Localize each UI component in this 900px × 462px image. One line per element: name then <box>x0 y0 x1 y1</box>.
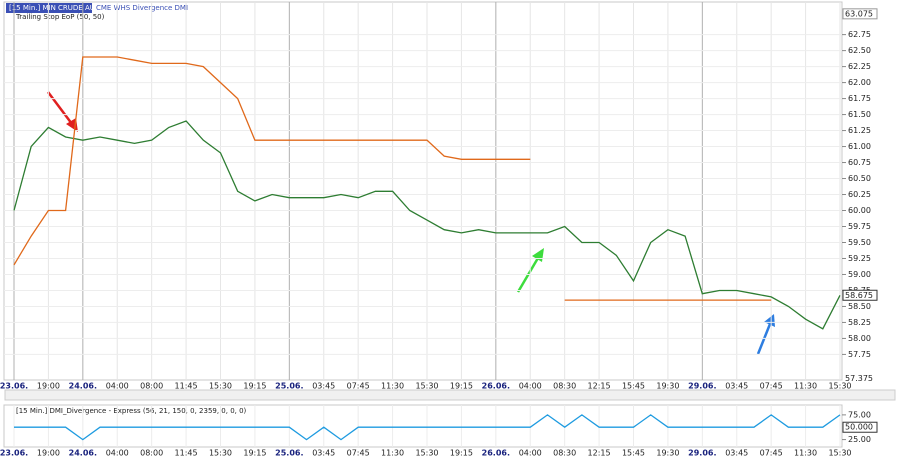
x-tick-label: 19:30 <box>656 449 679 458</box>
y-tick-label: 62.00 <box>848 78 871 87</box>
x-tick-label: 11:30 <box>381 382 404 391</box>
x-tick-label: 19:15 <box>450 449 473 458</box>
y-tick-label: 58.00 <box>848 334 871 343</box>
blue-arrow <box>756 314 775 355</box>
x-tick-label: 08:00 <box>140 382 163 391</box>
x-tick-label: 07:45 <box>760 449 783 458</box>
x-tick-label: 07:45 <box>760 382 783 391</box>
x-tick-label: 08:30 <box>553 449 576 458</box>
x-tick-label: 12:15 <box>588 449 611 458</box>
x-tick-label: 19:15 <box>450 382 473 391</box>
x-tick-label: 29.06. <box>688 382 716 391</box>
x-tick-label: 11:30 <box>381 449 404 458</box>
x-tick-label: 26.06. <box>482 382 510 391</box>
last-value-box <box>842 289 878 301</box>
last-value-box <box>842 421 878 433</box>
x-tick-label: 26.06. <box>482 449 510 458</box>
x-tick-label: 24.06. <box>69 382 97 391</box>
x-tick-label: 11:45 <box>175 449 198 458</box>
x-tick-label: 15:30 <box>209 382 232 391</box>
x-tick-label: 24.06. <box>69 449 97 458</box>
y-tick-label: 62.75 <box>848 30 871 39</box>
symbol-title: [15 Min.] MIN CRUDE AUG15 <box>9 4 109 12</box>
scrollbar[interactable] <box>4 389 896 401</box>
x-tick-label: 15:30 <box>828 382 851 391</box>
y-tick-label: 62.50 <box>848 46 871 55</box>
x-tick-label: 15:30 <box>209 449 232 458</box>
trailing-stop-title: Trailing Stop EoP (50, 50) <box>15 13 105 21</box>
y-tick-label: 75.00 <box>848 410 871 419</box>
x-tick-label: 11:45 <box>175 382 198 391</box>
x-tick-label: 25.06. <box>275 382 303 391</box>
y-tick-label: 58.50 <box>848 302 871 311</box>
x-tick-label: 15:45 <box>622 449 645 458</box>
y-tick-label: 61.25 <box>848 126 871 135</box>
main-panel <box>3 1 843 381</box>
x-tick-label: 29.06. <box>688 449 716 458</box>
x-tick-label: 25.06. <box>275 449 303 458</box>
indicator-panel <box>3 404 843 448</box>
y-tick-label: 57.75 <box>848 350 871 359</box>
y-tick-label: 25.00 <box>848 435 871 444</box>
indicator-title: [15 Min.] DMI_Divergence - Express (56, … <box>16 407 247 415</box>
x-tick-label: 04:00 <box>106 449 129 458</box>
series-line <box>13 120 841 330</box>
strategy-title: CME WHS Divergence DMI <box>96 4 188 12</box>
x-tick-label: 12:15 <box>588 382 611 391</box>
x-tick-label: 03:45 <box>725 449 748 458</box>
high-label-box <box>842 8 878 20</box>
x-tick-label: 04:00 <box>519 449 542 458</box>
x-tick-label: 03:45 <box>312 382 335 391</box>
x-tick-label: 03:45 <box>725 382 748 391</box>
x-tick-label: 04:00 <box>106 382 129 391</box>
y-tick-label: 59.75 <box>848 222 871 231</box>
y-tick-label: 58.25 <box>848 318 871 327</box>
series-line <box>13 56 772 301</box>
x-tick-label: 08:30 <box>553 382 576 391</box>
y-tick-label: 61.75 <box>848 94 871 103</box>
x-tick-label: 03:45 <box>312 449 335 458</box>
x-tick-label: 23.06. <box>0 382 28 391</box>
x-tick-label: 07:45 <box>347 449 370 458</box>
y-tick-label: 59.00 <box>848 270 871 279</box>
y-tick-label: 59.25 <box>848 254 871 263</box>
x-tick-label: 15:30 <box>828 449 851 458</box>
y-tick-label: 60.00 <box>848 206 871 215</box>
x-tick-label: 15:30 <box>415 449 438 458</box>
y-tick-label: 59.50 <box>848 238 871 247</box>
x-tick-label: 19:00 <box>37 382 60 391</box>
x-tick-label: 19:15 <box>243 382 266 391</box>
y-tick-label: 60.25 <box>848 190 871 199</box>
low-label: 57.375 <box>845 374 873 383</box>
x-tick-label: 04:00 <box>519 382 542 391</box>
y-tick-label: 61.50 <box>848 110 871 119</box>
x-tick-label: 11:30 <box>794 382 817 391</box>
series-line <box>14 414 841 441</box>
y-tick-label: 62.25 <box>848 62 871 71</box>
x-tick-label: 19:00 <box>37 449 60 458</box>
x-tick-label: 19:30 <box>656 382 679 391</box>
x-tick-label: 07:45 <box>347 382 370 391</box>
y-tick-label: 60.75 <box>848 158 871 167</box>
x-tick-label: 23.06. <box>0 449 28 458</box>
last-value: 58.675 <box>845 291 873 300</box>
x-tick-label: 11:30 <box>794 449 817 458</box>
x-tick-label: 08:00 <box>140 449 163 458</box>
y-tick-label: 60.50 <box>848 174 871 183</box>
last-value: 50.000 <box>845 423 873 432</box>
symbol-box <box>6 3 92 13</box>
y-tick-label: 61.00 <box>848 142 871 151</box>
x-tick-label: 15:45 <box>622 382 645 391</box>
high-label: 63.075 <box>845 9 873 18</box>
x-tick-label: 19:15 <box>243 449 266 458</box>
x-tick-label: 15:30 <box>415 382 438 391</box>
